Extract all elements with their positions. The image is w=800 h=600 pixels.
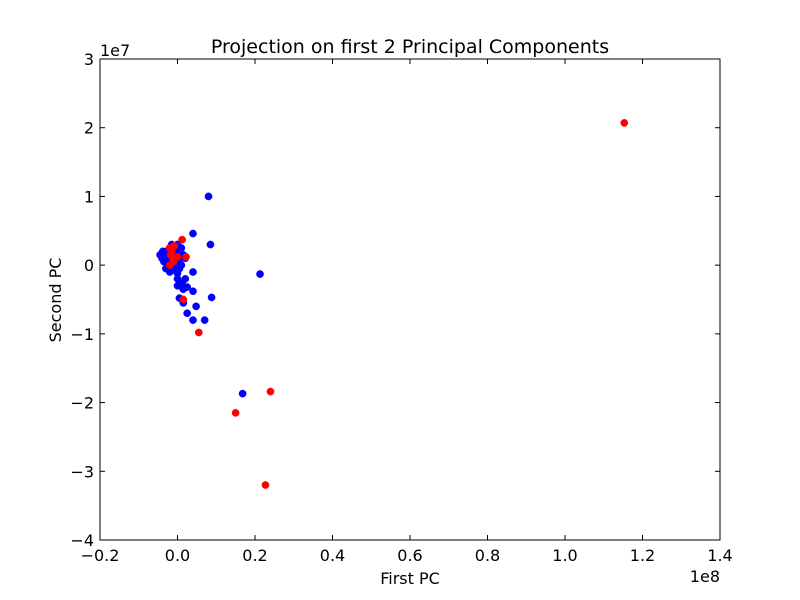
scatter-point-red (165, 261, 174, 269)
y-tick-label: −3 (70, 462, 94, 481)
scatter-point-blue (173, 281, 182, 290)
chart-title: Projection on first 2 Principal Componen… (211, 36, 609, 58)
scatter-point-red (266, 387, 275, 396)
scatter-point-blue (183, 283, 192, 291)
y-multiplier-label: 1e7 (100, 41, 130, 60)
x-tick-label: 0.0 (165, 546, 190, 565)
scatter-point-blue (158, 247, 167, 256)
scatter-point-blue (256, 270, 264, 278)
scatter-point-red (173, 253, 182, 261)
scatter-point-blue (189, 229, 197, 238)
scatter-point-red (179, 295, 188, 304)
x-tick-label: 0.2 (242, 546, 267, 565)
scatter-point-blue (181, 275, 190, 283)
scatter-point-blue (200, 316, 209, 324)
scatter-point-red (620, 119, 629, 127)
y-tick-label: 2 (84, 119, 94, 138)
scatter-point-blue (192, 302, 200, 311)
x-axis-label: First PC (380, 569, 440, 588)
scatter-point-blue (204, 192, 213, 201)
plot-frame (99, 58, 721, 541)
y-tick-label: 1 (84, 187, 94, 206)
scatter-point-red (231, 409, 240, 417)
x-tick-label: 1.0 (552, 546, 577, 565)
x-tick-label: 1.4 (707, 546, 732, 565)
scatter-point-red (178, 235, 186, 244)
scatter-point-blue (238, 389, 247, 398)
y-tick-label: −1 (70, 325, 94, 344)
y-axis-ticks: −4 −3 −2 −1 0 1 2 3 (70, 50, 720, 550)
y-axis-label: Second PC (46, 258, 65, 343)
x-tick-label: 0.4 (320, 546, 345, 565)
scatter-point-red (261, 481, 270, 489)
x-axis-ticks: −0.2 0.0 0.2 0.4 0.6 0.8 1.0 1.2 1.4 (81, 59, 733, 565)
scatter-point-blue (189, 287, 197, 296)
y-tick-label: 3 (84, 50, 94, 69)
scatter-point-blue (206, 240, 215, 249)
scatter-point-blue (189, 316, 197, 324)
y-tick-label: −4 (70, 531, 94, 550)
scatter-point-red (182, 253, 190, 261)
x-tick-label: 0.6 (397, 546, 422, 565)
scatter-point-blue (183, 309, 192, 318)
x-tick-label: 1.2 (630, 546, 655, 565)
x-tick-label: −0.2 (81, 546, 120, 565)
points-layer (156, 119, 629, 489)
y-tick-label: −2 (70, 394, 94, 413)
x-multiplier-label: 1e8 (690, 567, 720, 586)
scatter-point-blue (189, 268, 197, 276)
y-tick-label: 0 (84, 256, 94, 275)
scatter-point-blue (207, 293, 216, 302)
scatter-point-red (170, 242, 179, 250)
x-tick-label: 0.8 (475, 546, 500, 565)
scatter-point-red (194, 328, 203, 337)
